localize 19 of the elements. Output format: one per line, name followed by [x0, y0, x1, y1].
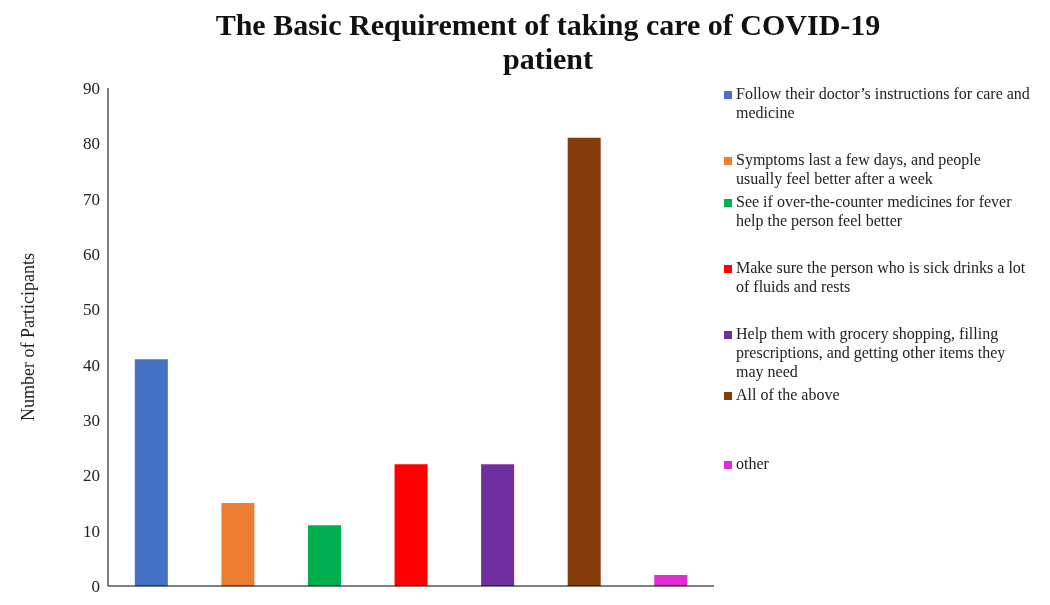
legend-label: Make sure the person who is sick drinks a lot of fluids and rests [736, 258, 1027, 296]
legend-label: See if over-the-counter medicines for fever help the person feel better [736, 192, 1013, 230]
y-tick-label: 80 [83, 134, 100, 154]
y-axis-title: Number of Participants [18, 253, 39, 421]
y-tick-label: 60 [83, 245, 100, 265]
y-tick-label: 40 [83, 355, 100, 375]
y-tick-label: 90 [83, 79, 100, 99]
y-tick-label: 70 [83, 189, 100, 209]
y-tick-label: 30 [83, 411, 100, 431]
legend-label: All of the above [736, 385, 841, 404]
legend-label: Follow their doctor’s instructions for care and medicine [736, 84, 1031, 122]
y-tick-label: 0 [91, 577, 100, 597]
y-tick-label: 50 [83, 300, 100, 320]
legend-label: Help them with grocery shopping, filling prescriptions, and getting other items they may need [736, 324, 1007, 381]
chart-title: The Basic Requirement of taking care of COVID-19 patient [214, 8, 882, 76]
y-tick-label: 10 [83, 521, 100, 541]
legend-label: other [736, 454, 770, 473]
legend-label: Symptoms last a few days, and people usually feel better after a week [736, 150, 982, 188]
y-tick-label: 20 [83, 466, 100, 486]
